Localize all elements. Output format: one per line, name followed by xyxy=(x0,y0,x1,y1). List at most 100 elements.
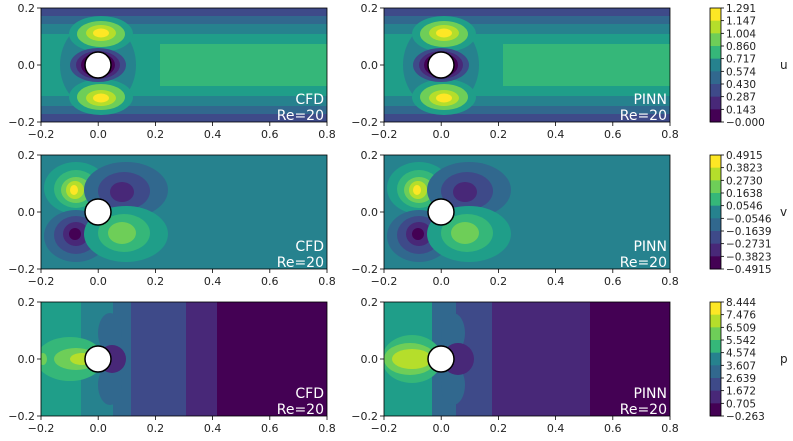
x-tick-label: 0.8 xyxy=(661,275,679,288)
panel-source-label: CFD xyxy=(295,239,324,255)
colorbar-band xyxy=(710,403,721,417)
colorbar-tick-label: 0.705 xyxy=(726,398,756,410)
x-tick-label: 0.8 xyxy=(318,422,336,435)
x-tick-label: 0.6 xyxy=(604,275,622,288)
y-tick-label: 0.2 xyxy=(18,296,36,309)
x-tick-label: 0.6 xyxy=(261,275,279,288)
x-tick-label: 0.6 xyxy=(604,128,622,141)
x-tick-label: −0.2 xyxy=(371,128,398,141)
colorbar-tick-label: 0.574 xyxy=(726,66,756,78)
panel-re-label: Re=20 xyxy=(277,108,324,124)
colorbar-tick-label: 0.4915 xyxy=(726,150,763,162)
y-tick-label: 0.0 xyxy=(361,206,379,219)
colorbar-tick-label: 0.1638 xyxy=(726,188,763,200)
colorbar-band xyxy=(710,33,721,47)
panel-label-group: CFD Re=20 PINN Re=20 CFD Re=20 PINN Re=2… xyxy=(277,92,667,418)
colorbar-band xyxy=(710,193,721,207)
colorbar-band xyxy=(710,340,721,354)
x-tick-label: 0.2 xyxy=(490,422,508,435)
x-tick-label: 0.8 xyxy=(318,275,336,288)
colorbar-label: p xyxy=(780,352,788,366)
colorbar-tick-label: −0.1639 xyxy=(726,226,772,238)
y-tick-label: −0.2 xyxy=(8,116,35,129)
panel-re-label: Re=20 xyxy=(620,255,667,271)
cylinder-marker xyxy=(427,51,455,79)
x-tick-label: 0.2 xyxy=(147,422,165,435)
colorbar-label: u xyxy=(780,58,788,72)
panel-source-label: CFD xyxy=(295,386,324,402)
x-tick-label: −0.2 xyxy=(28,422,55,435)
x-tick-label: 0.0 xyxy=(89,422,107,435)
x-tick-label: 0.2 xyxy=(490,275,508,288)
colorbar-tick-label: 0.287 xyxy=(726,92,756,104)
colorbar-tick-label: 6.509 xyxy=(726,322,756,334)
panel-v-cfd xyxy=(41,155,327,269)
panel-v-pinn xyxy=(384,155,670,269)
x-tick-label: 0.8 xyxy=(661,422,679,435)
colorbar-band xyxy=(710,109,721,123)
colorbar-tick-label: −0.2731 xyxy=(726,239,772,251)
y-tick-label: 0.0 xyxy=(18,353,36,366)
colorbar-band xyxy=(710,231,721,245)
y-tick-label: 0.2 xyxy=(361,296,379,309)
x-tick-label: 0.8 xyxy=(661,128,679,141)
y-tick-label: 0.2 xyxy=(18,2,36,15)
x-tick-label: −0.2 xyxy=(371,275,398,288)
colorbar-band xyxy=(710,20,721,34)
panel-u-pinn xyxy=(384,8,670,122)
x-tick-label: 0.4 xyxy=(547,275,565,288)
panel-source-label: PINN xyxy=(633,239,667,255)
x-tick-label: 0.0 xyxy=(432,275,450,288)
panel-re-label: Re=20 xyxy=(620,108,667,124)
x-tick-label: 0.4 xyxy=(204,422,222,435)
y-tick-label: −0.2 xyxy=(351,410,378,423)
colorbar-tick-label: 0.860 xyxy=(726,41,756,53)
y-tick-label: −0.2 xyxy=(351,263,378,276)
colorbar-tick-label: 0.3823 xyxy=(726,163,763,175)
y-tick-label: 0.2 xyxy=(361,149,379,162)
colorbar-band xyxy=(710,327,721,341)
colorbar-tick-label: 0.717 xyxy=(726,54,756,66)
colorbar-tick-label: 1.147 xyxy=(726,16,756,28)
colorbar-band xyxy=(710,390,721,404)
panel-re-label: Re=20 xyxy=(620,402,667,418)
colorbar-tick-label: 0.430 xyxy=(726,79,756,91)
x-tick-label: 0.6 xyxy=(261,422,279,435)
colorbar-tick-label: −0.263 xyxy=(726,411,765,423)
colorbar-tick-label: −0.3823 xyxy=(726,251,772,263)
colorbars: 1.2911.1471.0040.8600.7170.5740.4300.287… xyxy=(709,3,788,423)
colorbar-tick-label: 8.444 xyxy=(726,297,756,309)
panel-re-label: Re=20 xyxy=(277,402,324,418)
x-tick-label: 0.2 xyxy=(147,128,165,141)
cylinder-marker xyxy=(427,345,455,373)
x-tick-label: 0.6 xyxy=(261,128,279,141)
panel-p-pinn xyxy=(384,302,670,416)
colorbar-band xyxy=(710,352,721,366)
panel-source-label: PINN xyxy=(633,386,667,402)
colorbar-tick-label: 5.542 xyxy=(726,335,756,347)
colorbar-tick-label: 3.607 xyxy=(726,360,756,372)
colorbar-band xyxy=(710,8,721,22)
colorbar-tick-label: 4.574 xyxy=(726,348,756,360)
cylinder-marker xyxy=(84,198,112,226)
colorbar-band xyxy=(710,365,721,379)
y-tick-label: 0.0 xyxy=(361,59,379,72)
colorbar-frame xyxy=(709,301,722,417)
cylinder-marker xyxy=(427,198,455,226)
y-tick-label: −0.2 xyxy=(8,410,35,423)
x-tick-label: −0.2 xyxy=(371,422,398,435)
cylinder-marker xyxy=(84,345,112,373)
panel-u-cfd xyxy=(41,8,327,122)
x-tick-label: 0.0 xyxy=(432,422,450,435)
colorbar-band xyxy=(710,243,721,257)
x-tick-label: 0.8 xyxy=(318,128,336,141)
colorbar-tick-label: 0.0546 xyxy=(726,201,763,213)
x-tick-label: 0.4 xyxy=(547,128,565,141)
y-tick-label: −0.2 xyxy=(351,116,378,129)
colorbar-tick-label: −0.000 xyxy=(726,117,765,129)
axis-ticks: −0.2 0.0 0.2 0.4 0.6 0.80.20.0−0.2−0.2 0.0 0.2 0… xyxy=(8,2,678,435)
colorbar-tick-label: 2.639 xyxy=(726,373,756,385)
y-tick-label: 0.2 xyxy=(361,2,379,15)
colorbar-label: v xyxy=(780,205,787,219)
